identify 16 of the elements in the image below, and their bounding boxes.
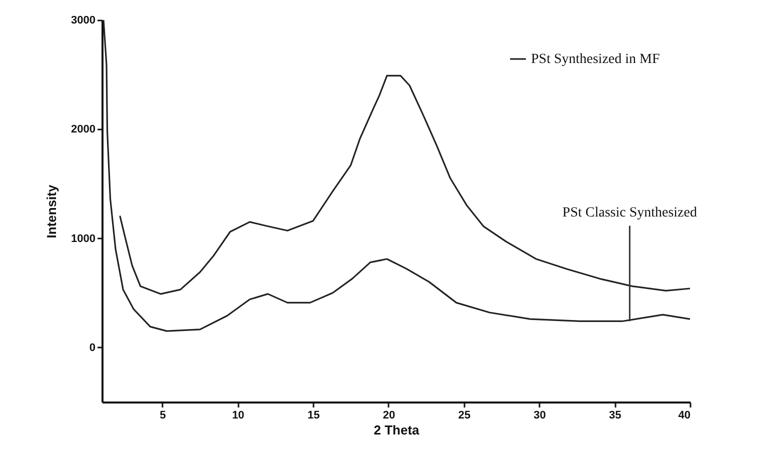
x-tick-label: 40 [678,410,690,422]
legend-label: PSt Synthesized in MF [531,52,660,67]
y-tick-label: 2000 [71,124,96,136]
y-tick-label: 3000 [71,14,96,26]
x-tick-label: 30 [534,410,546,422]
x-tick-label: 25 [458,410,470,422]
x-axis-title: 2 Theta [374,422,420,438]
y-tick-label: 1000 [71,232,96,245]
x-tick-label: 35 [608,410,622,422]
x-tick-label: 5 [160,410,166,422]
annotation: PSt Classic Synthesized [562,206,697,221]
y-tick-label: 0 [89,342,96,354]
x-tick-label: 15 [307,410,320,422]
y-axis-title: Intensity [44,184,60,238]
x-tick-label: 10 [232,410,244,422]
x-tick-label: 20 [382,410,396,422]
